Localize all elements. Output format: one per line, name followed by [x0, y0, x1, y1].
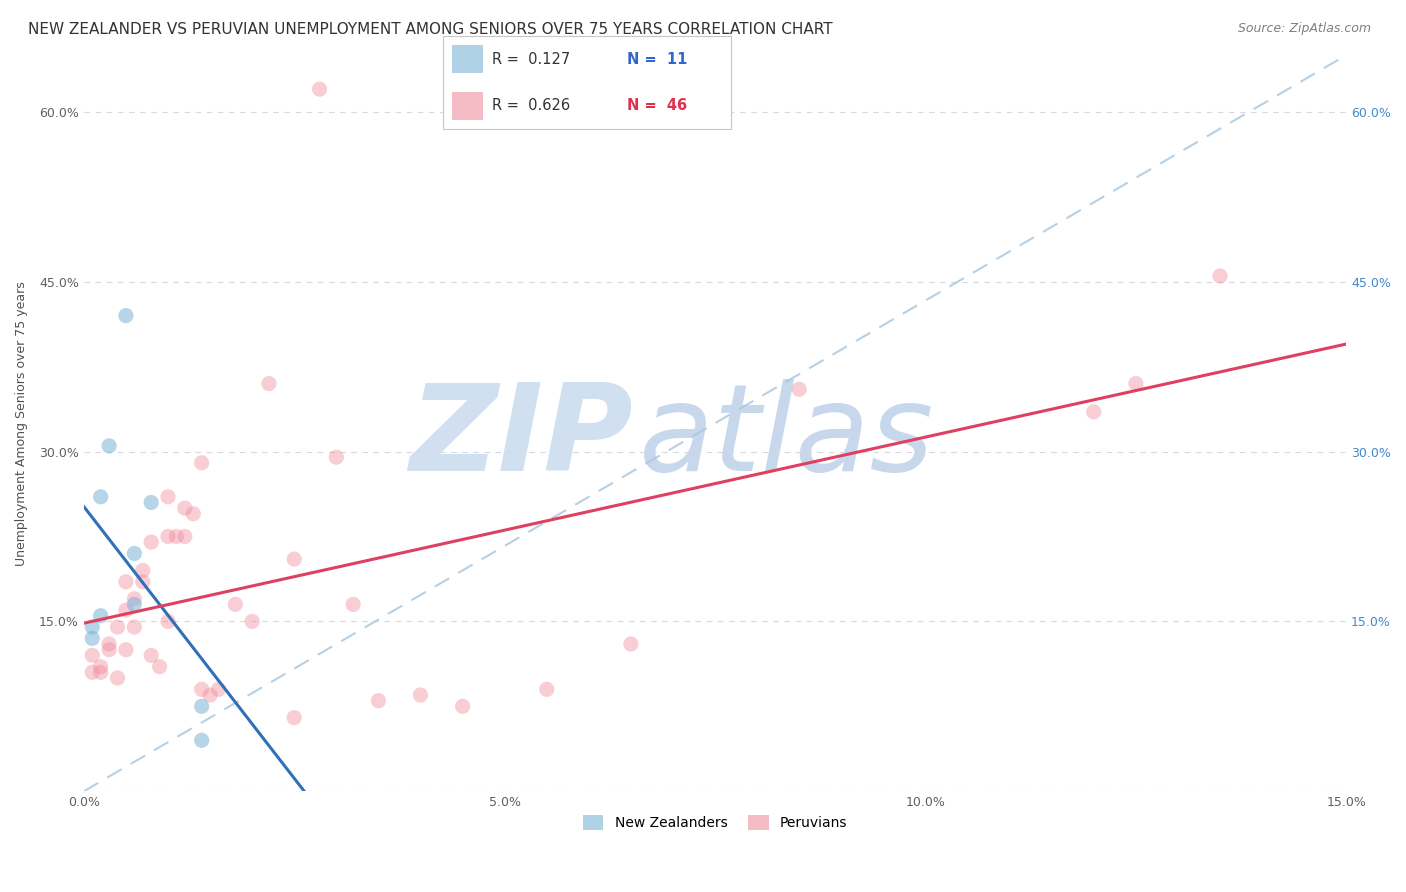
FancyBboxPatch shape — [451, 45, 484, 73]
Text: N =  11: N = 11 — [627, 52, 688, 67]
Point — [98, 642, 121, 657]
Point — [141, 535, 163, 549]
Point — [1125, 376, 1147, 391]
Point — [90, 608, 112, 623]
Point — [115, 574, 138, 589]
Text: R =  0.626: R = 0.626 — [492, 98, 569, 113]
Point — [190, 682, 212, 697]
Point — [115, 603, 138, 617]
Text: N =  46: N = 46 — [627, 98, 688, 113]
Point — [620, 637, 643, 651]
Point — [1209, 268, 1232, 283]
Point — [409, 688, 432, 702]
Point — [115, 642, 138, 657]
Point — [132, 574, 155, 589]
Point — [124, 546, 146, 560]
Text: ZIP: ZIP — [409, 379, 633, 497]
Point — [107, 671, 129, 685]
Point — [124, 620, 146, 634]
Point — [367, 693, 389, 707]
Point — [165, 529, 187, 543]
Point — [98, 439, 121, 453]
Point — [224, 598, 246, 612]
Text: NEW ZEALANDER VS PERUVIAN UNEMPLOYMENT AMONG SENIORS OVER 75 YEARS CORRELATION C: NEW ZEALANDER VS PERUVIAN UNEMPLOYMENT A… — [28, 22, 832, 37]
Point — [190, 456, 212, 470]
Point — [787, 382, 810, 396]
Point — [240, 615, 263, 629]
Point — [283, 552, 305, 566]
Point — [141, 495, 163, 509]
Point — [536, 682, 558, 697]
Point — [156, 529, 179, 543]
Point — [1083, 405, 1105, 419]
Point — [198, 688, 221, 702]
FancyBboxPatch shape — [451, 92, 484, 120]
Text: R =  0.127: R = 0.127 — [492, 52, 571, 67]
Point — [90, 490, 112, 504]
Point — [90, 659, 112, 673]
Point — [149, 659, 172, 673]
Point — [283, 711, 305, 725]
Point — [156, 615, 179, 629]
Point — [82, 632, 104, 646]
Point — [325, 450, 347, 465]
Point — [141, 648, 163, 663]
Point — [257, 376, 280, 391]
Legend: New Zealanders, Peruvians: New Zealanders, Peruvians — [576, 810, 853, 836]
Point — [173, 501, 195, 516]
Point — [207, 682, 229, 697]
Point — [181, 507, 204, 521]
Point — [190, 699, 212, 714]
Point — [173, 529, 195, 543]
Point — [190, 733, 212, 747]
Point — [342, 598, 364, 612]
Point — [82, 665, 104, 680]
Text: atlas: atlas — [640, 379, 935, 497]
Y-axis label: Unemployment Among Seniors over 75 years: Unemployment Among Seniors over 75 years — [15, 281, 28, 566]
Point — [115, 309, 138, 323]
Point — [82, 620, 104, 634]
Point — [156, 490, 179, 504]
Point — [98, 637, 121, 651]
Text: Source: ZipAtlas.com: Source: ZipAtlas.com — [1237, 22, 1371, 36]
Point — [82, 648, 104, 663]
Point — [451, 699, 474, 714]
Point — [124, 591, 146, 606]
Point — [132, 563, 155, 577]
Point — [124, 598, 146, 612]
Point — [107, 620, 129, 634]
Point — [308, 82, 330, 96]
Point — [90, 665, 112, 680]
